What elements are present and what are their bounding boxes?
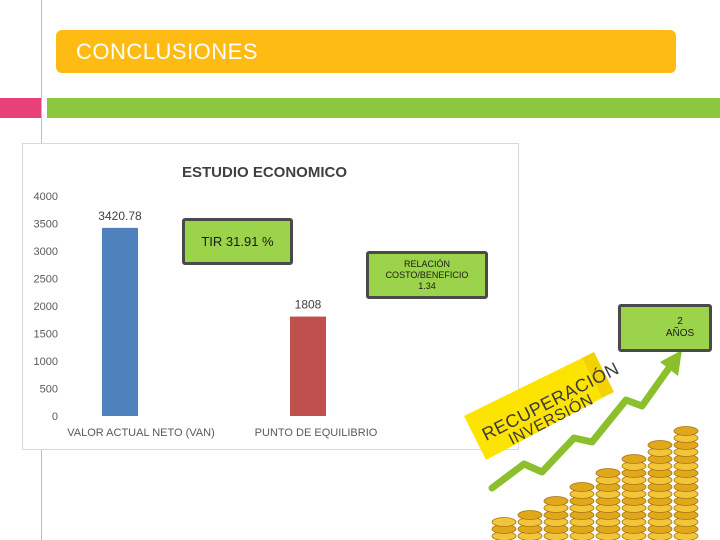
payback-years-callout: 2 AÑOS [618, 304, 712, 352]
gold-coin-icon [621, 454, 647, 464]
y-tick-label: 4000 [34, 191, 58, 203]
gold-coin-stack-icon [491, 426, 699, 540]
y-tick-label: 3000 [34, 246, 58, 258]
x-axis-labels: VALOR ACTUAL NETO (VAN) PUNTO DE EQUILIBR… [67, 427, 378, 439]
growth-arrow-icon [488, 350, 682, 492]
y-tick-label: 0 [52, 411, 58, 423]
gold-coin-icon [647, 440, 673, 450]
pink-accent-bar [0, 98, 41, 118]
recovery-banner: RECUPERACIÓN INVERSIÓN [464, 352, 622, 460]
bar [102, 227, 138, 416]
title-banner: CONCLUSIONES [56, 30, 676, 73]
green-accent-bar [47, 98, 720, 118]
x-category-label: PUNTO DE EQUILIBRIO [255, 427, 378, 439]
payback-years-number: 2 [677, 316, 683, 327]
y-tick-label: 2500 [34, 274, 58, 286]
gold-coin-icon [569, 482, 595, 492]
bar-value-labels: 3420.78 1808 [98, 209, 321, 312]
bar [290, 316, 326, 416]
gold-coin-icon [491, 517, 517, 527]
chart-title: ESTUDIO ECONOMICO [182, 164, 347, 181]
gold-coin-icon [595, 468, 621, 478]
y-tick-label: 500 [40, 384, 58, 396]
payback-years-unit: AÑOS [665, 328, 695, 339]
bar-value-label: 1808 [295, 298, 322, 312]
bars [102, 227, 326, 416]
y-tick-label: 3500 [34, 219, 58, 231]
slide-title: CONCLUSIONES [76, 38, 259, 64]
gold-coin-icon [543, 496, 569, 506]
cost-benefit-callout: RELACIÓN COSTO/BENEFICIO 1.34 [366, 251, 488, 299]
cost-benefit-line1: RELACIÓN [403, 258, 450, 269]
y-tick-label: 2000 [34, 301, 58, 313]
cost-benefit-value: 1.34 [418, 280, 436, 291]
cost-benefit-line2: COSTO/BENEFICIO [385, 269, 469, 280]
y-axis-ticks: 0 500 1000 1500 2000 2500 3000 3500 4000 [34, 191, 58, 423]
y-tick-label: 1500 [34, 329, 58, 341]
x-category-label: VALOR ACTUAL NETO (VAN) [67, 427, 215, 439]
bar-chart: ESTUDIO ECONOMICO 0 500 1000 1500 2000 2500 30… [34, 164, 378, 439]
y-tick-label: 1000 [34, 356, 58, 368]
tir-callout: TIR 31.91 % [182, 218, 293, 265]
tir-text: TIR 31.91 % [201, 234, 274, 249]
gold-coin-icon [517, 510, 543, 520]
recovery-illustration: RECUPERACIÓN INVERSIÓN [464, 350, 699, 540]
bar-value-label: 3420.78 [98, 209, 142, 223]
gold-coin-icon [673, 426, 699, 436]
